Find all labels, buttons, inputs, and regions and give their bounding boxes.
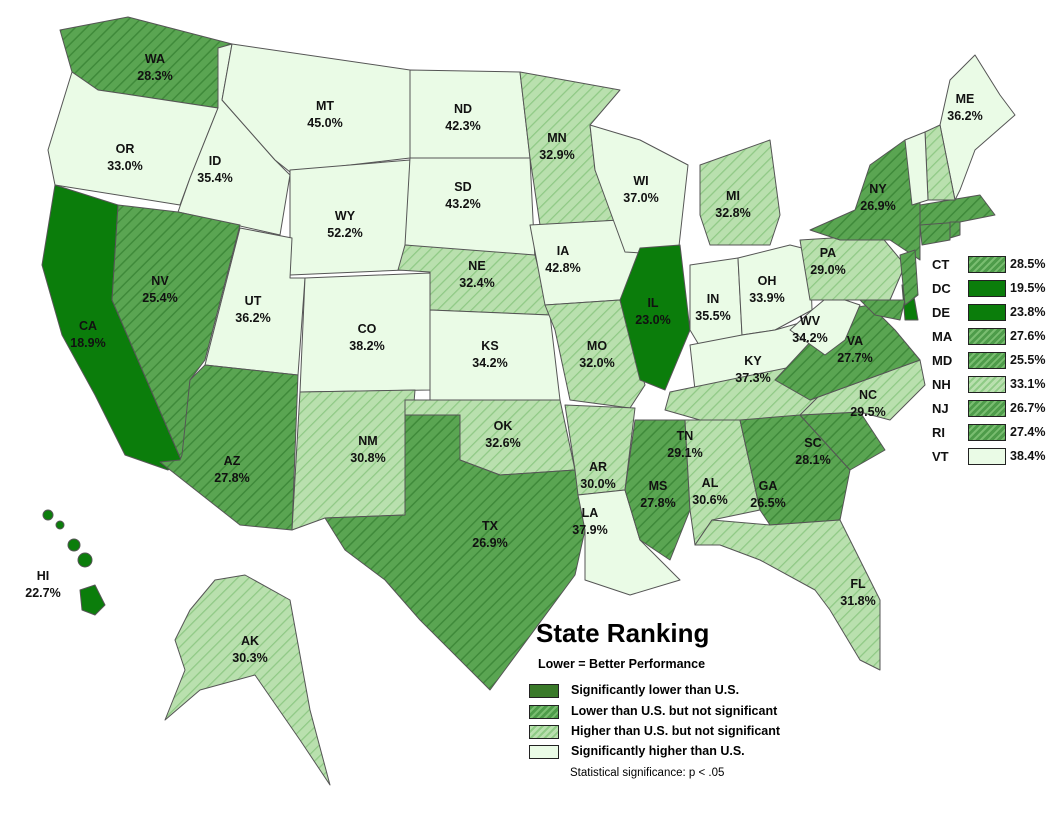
small-state-row-dc: DC 19.5% bbox=[932, 278, 1054, 300]
legend-swatch bbox=[529, 705, 559, 719]
small-state-swatch bbox=[968, 352, 1006, 369]
hawaii-island bbox=[77, 552, 93, 568]
small-state-abbr: RI bbox=[932, 425, 945, 440]
state-wv bbox=[789, 294, 861, 356]
small-state-row-de: DE 23.8% bbox=[932, 302, 1054, 324]
small-state-value: 23.8% bbox=[1010, 305, 1046, 319]
small-state-row-nj: NJ 26.7% bbox=[932, 398, 1054, 420]
small-state-abbr: MA bbox=[932, 329, 953, 344]
hawaii-island bbox=[67, 538, 81, 552]
state-ak bbox=[164, 574, 331, 786]
small-state-row-vt: VT 38.4% bbox=[932, 446, 1054, 468]
state-nc bbox=[799, 359, 926, 421]
state-nj bbox=[899, 249, 919, 306]
state-co bbox=[299, 272, 431, 393]
state-nd bbox=[409, 69, 531, 159]
small-state-row-nh: NH 33.1% bbox=[932, 374, 1054, 396]
small-state-swatch bbox=[968, 424, 1006, 441]
small-state-swatch bbox=[968, 304, 1006, 321]
legend-swatch bbox=[529, 684, 559, 698]
small-state-abbr: CT bbox=[932, 257, 950, 272]
state-tx bbox=[324, 414, 586, 691]
small-state-swatch bbox=[968, 448, 1006, 465]
legend-item-higher: Higher than U.S. but not significant bbox=[529, 724, 859, 744]
small-state-abbr: DE bbox=[932, 305, 951, 320]
small-state-row-ri: RI 27.4% bbox=[932, 422, 1054, 444]
state-il bbox=[619, 244, 691, 391]
small-state-value: 26.7% bbox=[1010, 401, 1046, 415]
small-state-swatch bbox=[968, 400, 1006, 417]
legend-item-sig-lower: Significantly lower than U.S. bbox=[529, 683, 859, 703]
hawaii-island bbox=[42, 509, 54, 521]
small-state-abbr: VT bbox=[932, 449, 949, 464]
state-ks bbox=[429, 309, 561, 401]
small-state-abbr: MD bbox=[932, 353, 953, 368]
small-state-row-ct: CT 28.5% bbox=[932, 254, 1054, 276]
small-state-value: 28.5% bbox=[1010, 257, 1046, 271]
small-state-value: 38.4% bbox=[1010, 449, 1046, 463]
legend-item-lower: Lower than U.S. but not significant bbox=[529, 704, 859, 724]
legend-title: State Ranking bbox=[536, 618, 710, 648]
small-state-value: 27.6% bbox=[1010, 329, 1046, 343]
state-nv bbox=[111, 204, 241, 463]
small-state-value: 19.5% bbox=[1010, 281, 1046, 295]
legend-swatch bbox=[529, 745, 559, 759]
small-state-value: 27.4% bbox=[1010, 425, 1046, 439]
small-state-row-md: MD 25.5% bbox=[932, 350, 1054, 372]
hawaii-island bbox=[55, 520, 65, 530]
small-state-abbr: NJ bbox=[932, 401, 949, 416]
legend-label: Significantly higher than U.S. bbox=[571, 744, 745, 758]
small-state-swatch bbox=[968, 328, 1006, 345]
small-state-abbr: NH bbox=[932, 377, 951, 392]
state-me bbox=[939, 54, 1016, 201]
small-state-value: 33.1% bbox=[1010, 377, 1046, 391]
state-hi bbox=[79, 584, 106, 616]
small-state-swatch bbox=[968, 376, 1006, 393]
legend-label: Significantly lower than U.S. bbox=[571, 683, 740, 697]
state-ma bbox=[919, 194, 996, 226]
state-mi bbox=[699, 139, 781, 246]
legend-swatch bbox=[529, 725, 559, 739]
small-state-swatch bbox=[968, 280, 1006, 297]
state-ri bbox=[949, 221, 961, 239]
state-pa bbox=[799, 234, 906, 301]
state-wy bbox=[289, 159, 411, 276]
small-state-row-ma: MA 27.6% bbox=[932, 326, 1054, 348]
state-vt bbox=[904, 131, 929, 206]
state-fl bbox=[694, 519, 881, 671]
state-md bbox=[859, 299, 906, 321]
legend-label: Lower than U.S. but not significant bbox=[571, 704, 778, 718]
small-state-abbr: DC bbox=[932, 281, 951, 296]
small-state-swatch bbox=[968, 256, 1006, 273]
legend-note: Statistical significance: p < .05 bbox=[570, 767, 725, 779]
small-state-value: 25.5% bbox=[1010, 353, 1046, 367]
state-az bbox=[159, 364, 299, 531]
state-sd bbox=[404, 157, 536, 261]
state-nm bbox=[291, 389, 416, 531]
legend-label: Higher than U.S. but not significant bbox=[571, 724, 781, 738]
legend-item-sig-higher: Significantly higher than U.S. bbox=[529, 744, 859, 764]
legend-subtitle: Lower = Better Performance bbox=[538, 657, 706, 671]
